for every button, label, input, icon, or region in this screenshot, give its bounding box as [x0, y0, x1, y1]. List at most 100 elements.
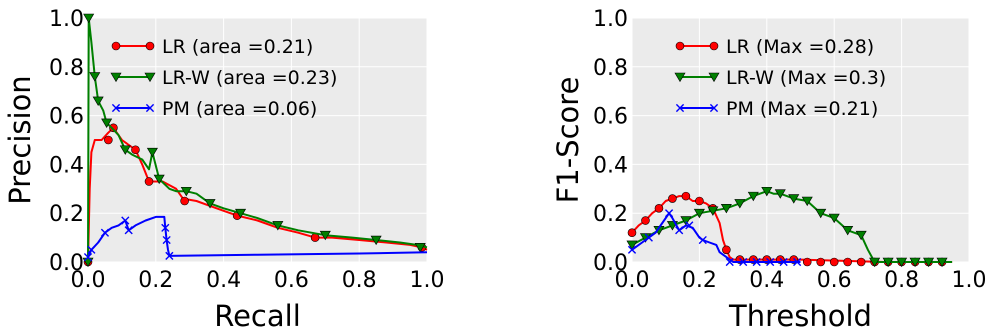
series-line: [631, 212, 801, 263]
y-axis-label: Precision: [3, 75, 37, 204]
series-marker: [761, 186, 773, 197]
series-marker: [100, 228, 110, 237]
y-tick-label: 0.4: [49, 153, 84, 178]
y-tick-label: 1.0: [49, 7, 84, 32]
series-marker: [83, 253, 93, 262]
series-marker: [89, 72, 101, 82]
series-marker: [722, 245, 731, 255]
series-marker: [92, 96, 104, 107]
series-marker: [641, 216, 650, 225]
series-marker: [680, 216, 692, 226]
y-tick-label: 0.8: [593, 56, 628, 81]
series-marker: [131, 145, 140, 155]
legend-marker: [145, 41, 155, 51]
series-marker: [734, 199, 746, 209]
series-marker: [801, 196, 813, 207]
series-marker: [83, 13, 95, 24]
y-axis-label: F1-Score: [551, 77, 585, 204]
series-marker: [109, 123, 118, 133]
series-marker: [685, 221, 694, 230]
series-marker: [828, 213, 840, 224]
x-axis-label: Threshold: [728, 299, 872, 333]
series-marker: [936, 257, 948, 268]
f1-threshold-chart: 0.0 0.2 0.4 0.6 0.8 1.0 0.0 0.2 0.4 0.6 0.8 1.0 Thre…: [551, 7, 987, 333]
series-marker: [752, 257, 761, 267]
series-marker: [626, 240, 638, 251]
x-axis-label: Recall: [214, 299, 301, 333]
legend-label: LR-W (Max =0.3): [726, 67, 886, 89]
series-marker: [101, 118, 113, 129]
x-tick-label: 0.4: [206, 268, 241, 293]
y-tick-label: 1.0: [593, 7, 628, 32]
legend-marker: [145, 103, 155, 113]
series-marker: [414, 243, 426, 253]
series-marker: [869, 257, 881, 268]
series-marker: [766, 257, 775, 267]
y-tick-label: 0.6: [593, 105, 628, 130]
series-1: [626, 186, 953, 268]
series-2: [627, 209, 802, 267]
series-marker: [161, 223, 170, 232]
y-tick-label: 0.4: [593, 153, 628, 178]
series-marker: [119, 145, 131, 155]
legend: LR (area =0.21) LR-W (area =0.23) PM (area…: [110, 36, 337, 120]
series-marker: [627, 228, 637, 238]
series-marker: [664, 209, 674, 218]
series-marker: [779, 257, 788, 267]
series-marker: [793, 257, 802, 267]
series-marker: [707, 206, 719, 216]
x-tick-label: 0.8: [342, 268, 377, 293]
x-tick-label: 0.2: [138, 268, 173, 293]
series-marker: [144, 177, 154, 186]
legend-label: LR (area =0.21): [162, 36, 313, 58]
y-tick-label: 0.2: [49, 202, 84, 227]
legend-marker: [709, 103, 719, 113]
series-marker: [668, 194, 677, 203]
series-0: [627, 191, 953, 267]
series-marker: [146, 147, 158, 158]
series-marker: [829, 257, 839, 267]
y-tick-label: 0.0: [593, 251, 628, 276]
series-marker: [882, 257, 894, 268]
series-marker: [654, 204, 664, 213]
series-marker: [774, 189, 786, 199]
legend-marker: [674, 72, 686, 83]
x-tick-label: 0.6: [817, 268, 852, 293]
legend: LR (Max =0.28) LR-W (Max =0.3) PM (Max =0.…: [674, 36, 886, 120]
y-tick-label: 0.0: [49, 251, 84, 276]
series-marker: [725, 257, 734, 267]
series-line: [87, 126, 428, 263]
precision-recall-chart: 0.0 0.2 0.4 0.6 0.8 1.0 0.0 0.2 0.4 0.6 0.8 1.0 Reca…: [3, 7, 445, 333]
legend-marker: [144, 72, 156, 83]
series-marker: [165, 251, 174, 260]
x-tick-label: 0.2: [682, 268, 717, 293]
series-marker: [923, 257, 935, 268]
series-marker: [843, 257, 852, 267]
series-2: [83, 215, 428, 262]
legend-marker: [111, 103, 121, 113]
series-marker: [842, 225, 854, 236]
series-marker: [153, 174, 165, 185]
series-marker: [644, 233, 653, 242]
legend-marker: [709, 41, 719, 51]
legend-label: LR (Max =0.28): [726, 36, 874, 58]
series-marker: [693, 208, 705, 219]
legend-marker: [675, 103, 685, 113]
series-line: [631, 190, 953, 263]
series-marker: [87, 245, 96, 254]
legend-marker: [110, 72, 122, 83]
series-marker: [681, 191, 691, 201]
series-marker: [816, 257, 826, 267]
series-marker: [180, 186, 192, 197]
series-marker: [720, 204, 732, 214]
series-marker: [747, 191, 759, 202]
series-marker: [162, 235, 171, 245]
y-tick-label: 0.6: [49, 105, 84, 130]
series-marker: [788, 194, 800, 204]
series-marker: [370, 235, 382, 246]
series-marker: [855, 230, 867, 241]
legend-label: PM (Max =0.21): [726, 98, 878, 120]
series-marker: [272, 221, 284, 231]
series-marker: [856, 257, 866, 267]
